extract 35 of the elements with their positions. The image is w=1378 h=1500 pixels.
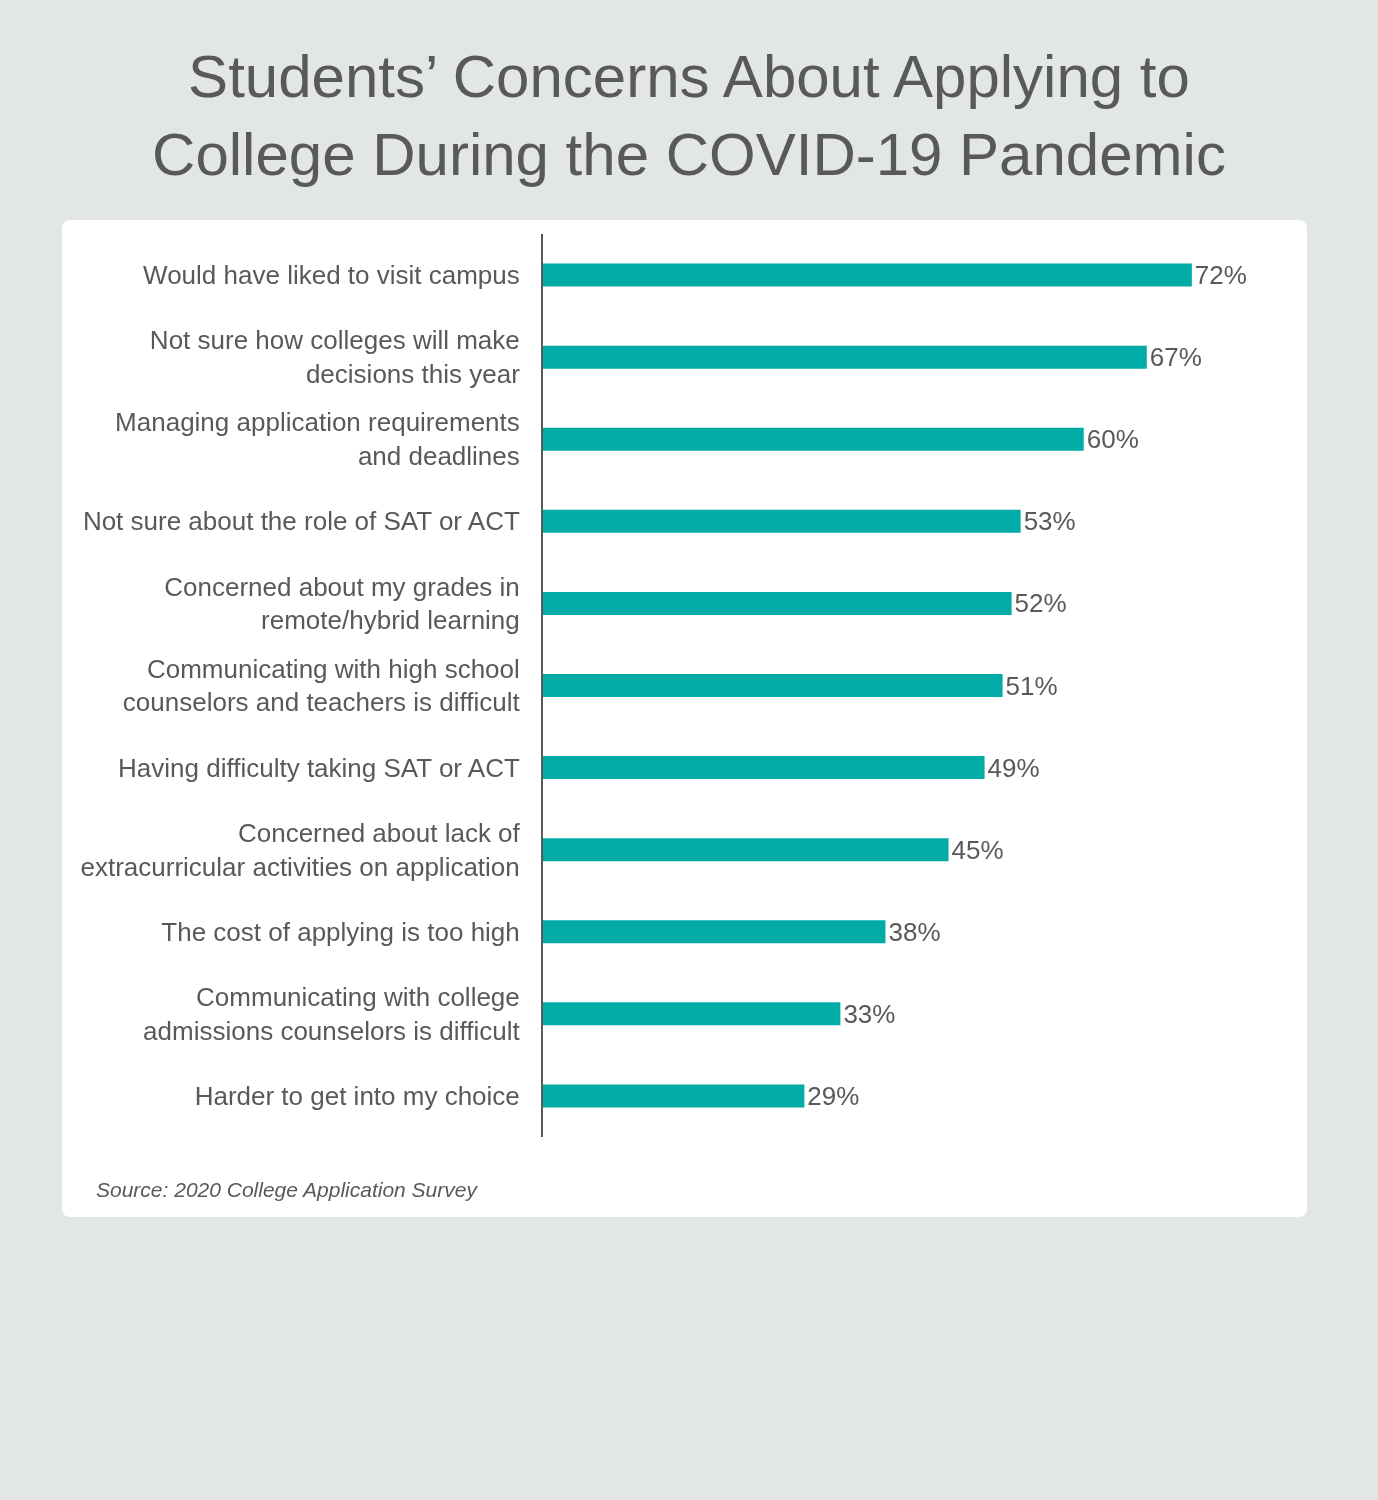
- bar: [543, 345, 1147, 369]
- data-label: 38%: [888, 916, 941, 947]
- data-label: 51%: [1005, 670, 1058, 701]
- y-tick-label: Concerned about lack of extracurricular activities on application: [80, 817, 521, 882]
- y-tick-label: Harder to get into my choice: [194, 1081, 520, 1112]
- y-tick-label: Communicating with high school counselors and teachers is difficult: [122, 653, 521, 718]
- source-note: Source: 2020 College Application Survey: [96, 1178, 479, 1201]
- y-tick-label: Having difficulty taking SAT or ACT: [118, 752, 520, 783]
- bar: [543, 427, 1084, 451]
- bar: [543, 591, 1012, 615]
- bar: [543, 509, 1021, 533]
- data-label: 49%: [987, 752, 1040, 783]
- data-label: 60%: [1086, 424, 1139, 455]
- bar: [543, 838, 949, 862]
- data-label: 53%: [1023, 506, 1076, 537]
- bar: [543, 674, 1003, 697]
- data-label: 52%: [1014, 588, 1067, 619]
- y-tick-label: Would have liked to visit campus: [143, 260, 520, 291]
- y-tick-label: The cost of applying is too high: [161, 916, 520, 947]
- y-tick-label: Communicating with college admissions counselors is difficult: [143, 982, 521, 1046]
- data-label: 67%: [1149, 342, 1202, 373]
- data-label: 45%: [951, 834, 1004, 865]
- bar: [543, 756, 985, 780]
- data-label: 72%: [1194, 260, 1247, 291]
- y-tick-label: Not sure how colleges will make decisions this year: [149, 325, 521, 390]
- data-label: 33%: [843, 998, 896, 1029]
- bar: [543, 1084, 805, 1108]
- y-tick-label: Managing application requirements and deadlines: [115, 407, 520, 472]
- y-tick-label: Concerned about my grades in remote/hybrid learning: [164, 571, 520, 636]
- bar: [543, 263, 1192, 287]
- y-tick-label: Not sure about the role of SAT or ACT: [82, 506, 520, 537]
- bar: [543, 920, 886, 944]
- chart-title: Students’ Concerns About Applying to College During the COVID-19 Pandemic: [152, 43, 1226, 188]
- bar: [543, 1002, 841, 1026]
- data-label: 29%: [807, 1080, 860, 1111]
